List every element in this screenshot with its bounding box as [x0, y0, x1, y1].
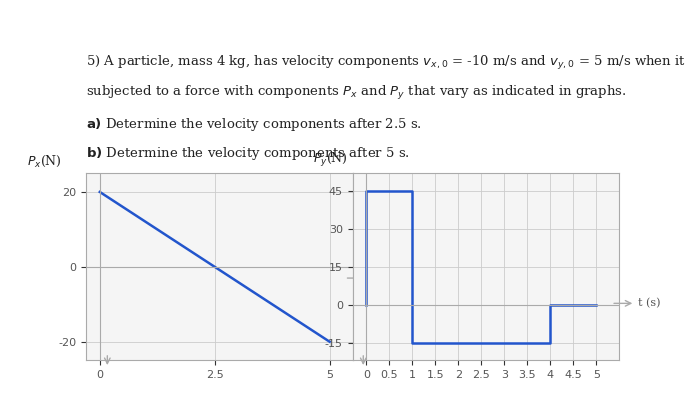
Text: $\bf{b)}$ Determine the velocity components after 5 s.: $\bf{b)}$ Determine the velocity compone…: [86, 145, 410, 162]
Text: t (s): t (s): [638, 298, 660, 309]
Text: $\bf{a)}$ Determine the velocity components after 2.5 s.: $\bf{a)}$ Determine the velocity compone…: [86, 117, 422, 134]
Text: 5) A particle, mass 4 kg, has velocity components $v_{x,0}$ = -10 m/s and $v_{y,: 5) A particle, mass 4 kg, has velocity c…: [86, 54, 688, 72]
Text: t (s): t (s): [372, 273, 394, 283]
Text: $P_x$(N): $P_x$(N): [28, 154, 62, 169]
Text: subjected to a force with components $P_x$ and $P_y$ that vary as indicated in g: subjected to a force with components $P_…: [86, 84, 627, 102]
Text: $P_y$(N): $P_y$(N): [312, 151, 347, 169]
